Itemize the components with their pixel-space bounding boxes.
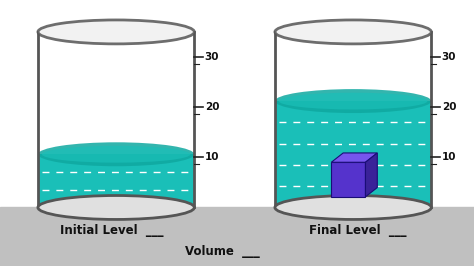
Bar: [38, 32, 194, 207]
Ellipse shape: [38, 196, 194, 219]
Text: 30: 30: [205, 52, 219, 62]
Text: Volume  ___: Volume ___: [185, 245, 260, 258]
Ellipse shape: [279, 93, 428, 110]
Ellipse shape: [38, 196, 194, 219]
Text: Final Level  ___: Final Level ___: [309, 224, 407, 236]
Ellipse shape: [38, 142, 194, 166]
Bar: [38, 154, 194, 207]
Ellipse shape: [275, 196, 431, 219]
Text: Initial Level  ___: Initial Level ___: [60, 224, 163, 236]
Ellipse shape: [42, 146, 191, 163]
Bar: [331, 162, 365, 197]
Ellipse shape: [275, 89, 431, 113]
Ellipse shape: [275, 196, 431, 219]
Polygon shape: [331, 153, 377, 162]
Bar: [275, 32, 431, 207]
Text: 10: 10: [442, 152, 456, 162]
Bar: [275, 101, 431, 207]
Text: 10: 10: [205, 152, 219, 162]
Bar: [0, 207, 474, 266]
Text: 30: 30: [442, 52, 456, 62]
Ellipse shape: [275, 20, 431, 44]
Ellipse shape: [38, 20, 194, 44]
Text: 20: 20: [205, 102, 219, 112]
Polygon shape: [365, 153, 377, 197]
Text: 20: 20: [442, 102, 456, 112]
